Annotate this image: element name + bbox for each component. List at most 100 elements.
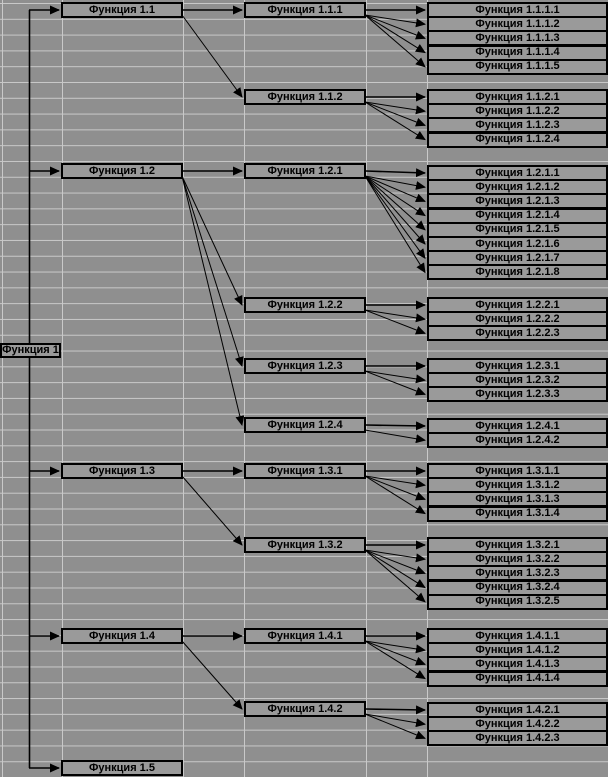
function-node-label: Функция 1.1.2.2: [475, 104, 560, 117]
connector-arrow: [364, 175, 426, 231]
connector-arrow: [364, 175, 426, 274]
connector-arrow: [364, 549, 426, 575]
function-node-label: Функция 1.4.2.3: [475, 731, 560, 744]
function-node-1-2-2[interactable]: Функция 1.2.2: [244, 297, 366, 313]
function-node-label: Функция 1.4.2: [267, 702, 343, 715]
function-node-1-4[interactable]: Функция 1.4: [61, 628, 183, 644]
connector-arrow: [364, 370, 426, 384]
function-node-1-5[interactable]: Функция 1.5: [61, 760, 183, 776]
connector-arrow: [181, 640, 243, 710]
function-node-label: Функция 1.2.1.1: [475, 166, 560, 179]
connector-arrow: [364, 549, 426, 603]
connector-arrow: [364, 175, 426, 260]
function-node-1-1-1-5[interactable]: Функция 1.1.1.5: [427, 58, 608, 75]
grid-column-line: [366, 0, 367, 777]
grid-column-line: [62, 0, 63, 777]
function-node-1-2-1[interactable]: Функция 1.2.1: [244, 163, 366, 179]
connector-arrow: [364, 713, 426, 728]
function-node-label: Функция 1.3.1.4: [475, 507, 560, 520]
function-node-label: Функция 1.1.1.3: [475, 31, 560, 44]
function-node-label: Функция 1.2.2.2: [475, 312, 560, 325]
function-node-label: Функция 1.2.3.1: [475, 359, 560, 372]
function-node-label: Функция 1.2: [89, 164, 155, 177]
function-node-1-2[interactable]: Функция 1.2: [61, 163, 183, 179]
function-node-label: Функция 1.3.2.3: [475, 566, 560, 579]
connector-arrow: [364, 549, 426, 563]
function-node-1[interactable]: Функция 1: [0, 343, 61, 358]
function-node-label: Функция 1.1: [89, 3, 155, 16]
function-node-label: Функция 1.3.2.1: [475, 538, 560, 551]
function-node-1-1-2[interactable]: Функция 1.1.2: [244, 89, 366, 105]
function-node-label: Функция 1.2.1: [267, 164, 343, 177]
function-node-label: Функция 1.2.1.3: [475, 194, 560, 207]
function-node-label: Функция 1.3.2.2: [475, 552, 560, 565]
function-node-label: Функция 1.1.1.5: [475, 60, 560, 73]
connector-arrow: [364, 14, 426, 68]
function-node-label: Функция 1.1.1.2: [475, 17, 560, 30]
function-node-label: Функция 1.2.2: [267, 298, 343, 311]
function-node-1-2-2-3[interactable]: Функция 1.2.2.3: [427, 325, 608, 342]
function-node-label: Функция 1.1.2.4: [475, 133, 560, 146]
function-node-1-3-1-4[interactable]: Функция 1.3.1.4: [427, 505, 608, 522]
function-node-label: Функция 1.1.1: [267, 3, 343, 16]
function-node-1-1-1[interactable]: Функция 1.1.1: [244, 2, 366, 18]
connector-arrow: [364, 475, 426, 501]
function-node-1-3-2-5[interactable]: Функция 1.3.2.5: [427, 593, 608, 610]
function-node-1-4-2[interactable]: Функция 1.4.2: [244, 701, 366, 717]
connector-arrow: [364, 549, 426, 589]
function-node-1-4-1-4[interactable]: Функция 1.4.1.4: [427, 670, 608, 687]
function-node-1-2-1-8[interactable]: Функция 1.2.1.8: [427, 264, 608, 281]
function-node-1-3[interactable]: Функция 1.3: [61, 463, 183, 479]
function-node-1-2-4-2[interactable]: Функция 1.2.4.2: [427, 432, 608, 449]
connector-arrow: [364, 14, 426, 54]
connector-arrow: [364, 14, 426, 40]
function-node-label: Функция 1.3.2.4: [475, 581, 560, 594]
connector-arrow: [364, 175, 426, 190]
function-node-label: Функция 1.4.2.2: [475, 717, 560, 730]
function-node-label: Функция 1.4.1.4: [475, 672, 560, 685]
function-node-1-3-2[interactable]: Функция 1.3.2: [244, 537, 366, 553]
function-node-1-2-3-3[interactable]: Функция 1.2.3.3: [427, 386, 608, 403]
function-node-label: Функция 1.2.1.8: [475, 265, 560, 278]
function-node-1-3-2-2[interactable]: Функция 1.3.2.2: [427, 551, 608, 568]
function-node-label: Функция 1.2.2.3: [475, 326, 560, 339]
function-node-label: Функция 1.3: [89, 464, 155, 477]
function-node-label: Функция 1.5: [89, 761, 155, 774]
connector-arrow: [364, 475, 426, 489]
function-node-label: Функция 1.3.1.3: [475, 492, 560, 505]
connector-arrow: [364, 101, 426, 127]
connector-arrow: [181, 14, 243, 98]
connector-arrow: [364, 640, 426, 654]
function-node-label: Функция 1.4: [89, 629, 155, 642]
function-node-label: Функция 1.4.1.3: [475, 657, 560, 670]
connector-arrow: [364, 101, 426, 141]
function-node-label: Функция 1.3.1: [267, 464, 343, 477]
connector-arrow: [364, 309, 426, 323]
function-node-1-3-1[interactable]: Функция 1.3.1: [244, 463, 366, 479]
function-node-1-4-1[interactable]: Функция 1.4.1: [244, 628, 366, 644]
function-node-label: Функция 1.3.2.5: [475, 595, 560, 608]
function-node-label: Функция 1.1.2.3: [475, 118, 560, 131]
function-node-label: Функция 1: [2, 344, 59, 356]
function-node-1-2-3[interactable]: Функция 1.2.3: [244, 358, 366, 374]
connector-arrow: [364, 175, 426, 203]
connector-arrow: [364, 640, 426, 666]
function-node-label: Функция 1.1.1.4: [475, 46, 560, 59]
connector-arrow: [365, 421, 426, 431]
function-node-label: Функция 1.2.3.2: [475, 373, 560, 386]
function-node-label: Функция 1.1.1.1: [475, 3, 560, 16]
connector-arrow: [364, 175, 426, 245]
function-node-1-1-2-4[interactable]: Функция 1.1.2.4: [427, 131, 608, 148]
grid-column-line: [244, 0, 245, 777]
function-node-label: Функция 1.3.1.2: [475, 478, 560, 491]
function-node-1-1[interactable]: Функция 1.1: [61, 2, 183, 18]
function-node-label: Функция 1.2.1.4: [475, 209, 560, 222]
connector-arrow: [364, 175, 426, 217]
function-node-label: Функция 1.2.1.5: [475, 223, 560, 236]
function-node-label: Функция 1.2.4.1: [475, 419, 560, 432]
function-node-1-2-4[interactable]: Функция 1.2.4: [244, 417, 366, 433]
connector-arrow: [181, 175, 243, 306]
function-node-1-4-2-3[interactable]: Функция 1.4.2.3: [427, 730, 608, 747]
